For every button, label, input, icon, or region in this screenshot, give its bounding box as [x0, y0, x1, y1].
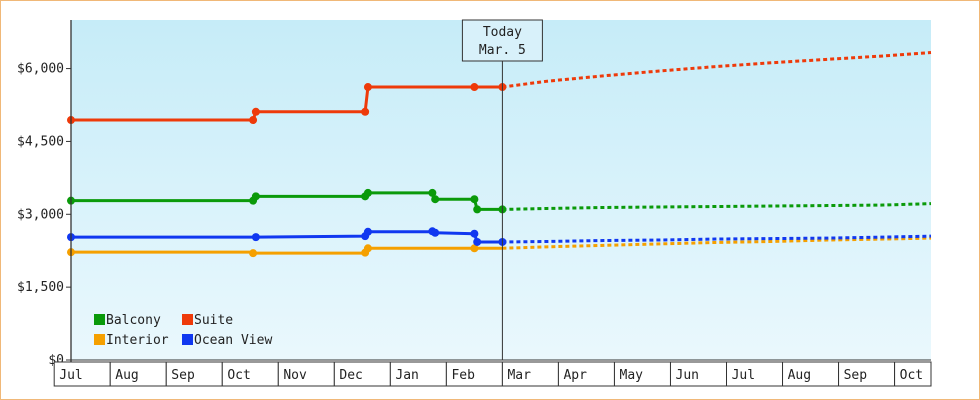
x-month-label: Jul	[59, 368, 82, 383]
data-point[interactable]	[470, 229, 479, 238]
axes	[66, 20, 931, 385]
plot-area	[71, 20, 931, 360]
x-month-label: Sep	[171, 368, 195, 383]
x-month-box	[613, 361, 671, 387]
legend-swatch	[94, 334, 105, 345]
data-point[interactable]	[473, 205, 482, 214]
series-forecast-line	[502, 236, 932, 250]
data-point[interactable]	[470, 244, 479, 253]
data-point[interactable]	[428, 188, 437, 197]
x-month-label: Feb	[451, 368, 475, 383]
y-tick-label: $6,000	[17, 62, 64, 77]
data-point[interactable]	[361, 107, 370, 116]
x-month-label: Jun	[676, 368, 699, 383]
legend-swatch	[94, 314, 105, 325]
data-point[interactable]	[251, 107, 260, 116]
x-month-label: Oct	[900, 368, 923, 383]
data-point[interactable]	[431, 195, 440, 204]
x-month-box	[838, 361, 896, 387]
x-month-label: Dec	[339, 368, 362, 383]
x-month-label: Nov	[283, 368, 307, 383]
series-forecast-line	[502, 234, 932, 244]
legend-item-balcony: Balcony	[94, 313, 161, 328]
legend-label: Balcony	[106, 313, 161, 328]
today-marker: Today Mar. 5	[461, 19, 543, 360]
data-point[interactable]	[363, 244, 372, 253]
x-month-label: Apr	[563, 368, 587, 383]
data-point[interactable]	[431, 228, 440, 237]
x-month-label: May	[620, 368, 644, 383]
legend-label: Ocean View	[194, 333, 272, 348]
x-month-box	[53, 361, 111, 387]
legend: Balcony Suite Interior Ocean View	[94, 313, 272, 348]
data-point[interactable]	[470, 195, 479, 204]
series-forecast-line	[502, 202, 932, 211]
x-month-label: Sep	[844, 368, 868, 383]
data-point[interactable]	[251, 233, 260, 242]
x-month-box	[277, 361, 335, 387]
legend-item-suite: Suite	[182, 313, 233, 328]
x-month-label: Mar	[507, 368, 531, 383]
data-point[interactable]	[363, 83, 372, 92]
data-point[interactable]	[473, 237, 482, 246]
x-month-box	[445, 361, 503, 387]
series-layer	[67, 51, 932, 258]
legend-swatch	[182, 334, 193, 345]
y-tick-label: $3,000	[17, 207, 64, 222]
x-month-label: Jul	[732, 368, 755, 383]
series-interior	[67, 236, 932, 258]
x-month-box	[221, 361, 279, 387]
x-month-box	[333, 361, 391, 387]
y-tick-label: $1,500	[17, 280, 64, 295]
series-balcony	[67, 188, 932, 214]
x-month-label: Aug	[788, 368, 811, 383]
today-date: Mar. 5	[479, 43, 526, 58]
legend-item-ocean-view: Ocean View	[182, 333, 272, 348]
x-month-box	[389, 361, 447, 387]
y-axis-tick-labels: $0$1,500$3,000$4,500$6,000	[17, 62, 71, 368]
legend-swatch	[182, 314, 193, 325]
data-point[interactable]	[470, 83, 479, 92]
legend-label: Interior	[106, 333, 169, 348]
x-month-box	[557, 361, 615, 387]
series-forecast-line	[502, 51, 932, 89]
x-axis-month-boxes: Jul Aug Sep Oct Nov Dec Jan Feb Mar Apr May Jun Jul A…	[53, 361, 932, 387]
data-point[interactable]	[363, 188, 372, 197]
x-month-label: Aug	[115, 368, 138, 383]
data-point[interactable]	[363, 227, 372, 236]
legend-label: Suite	[194, 313, 233, 328]
y-tick-label: $4,500	[17, 134, 64, 149]
series-ocean-view	[67, 227, 932, 246]
legend-item-interior: Interior	[94, 333, 169, 348]
x-month-box	[782, 361, 840, 387]
x-month-box	[894, 361, 932, 387]
x-month-label: Oct	[227, 368, 250, 383]
today-box	[461, 19, 543, 62]
data-point[interactable]	[249, 116, 258, 125]
data-point[interactable]	[249, 249, 258, 258]
data-point[interactable]	[251, 192, 260, 201]
x-month-label: Jan	[395, 368, 418, 383]
today-label: Today	[483, 25, 522, 40]
series-suite	[67, 51, 932, 125]
